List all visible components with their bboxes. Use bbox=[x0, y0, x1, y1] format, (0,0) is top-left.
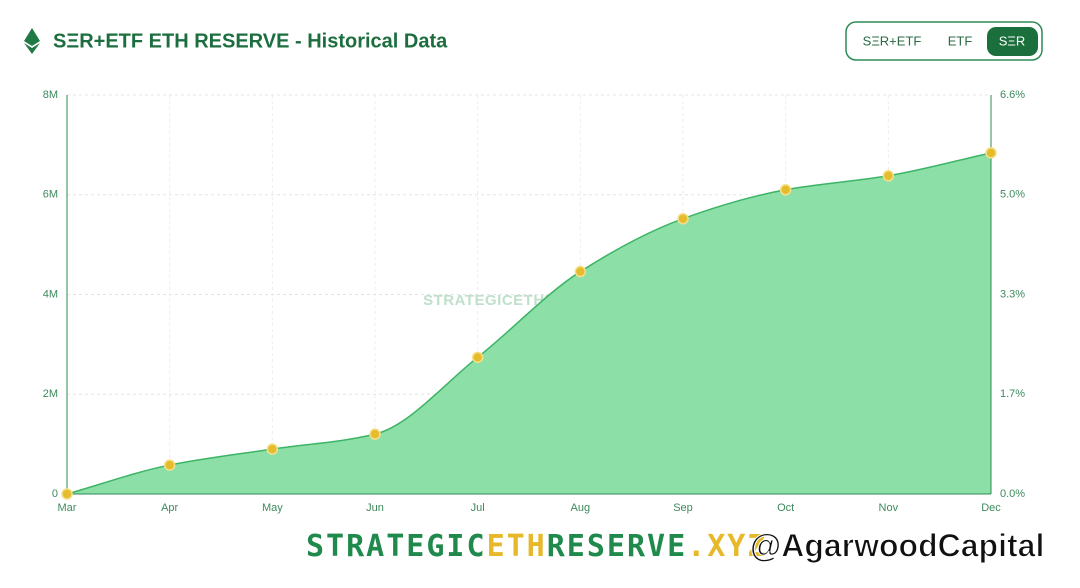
x-tick-label: Sep bbox=[673, 502, 693, 514]
footer-brand-part: .XYZ bbox=[687, 529, 767, 564]
y2-tick-label: 1.7% bbox=[1000, 388, 1025, 400]
line bbox=[66, 152, 992, 495]
x-tick-label: Mar bbox=[58, 502, 77, 514]
y-tick-label: 2M bbox=[43, 388, 58, 400]
footer-brand-part: STRATEGIC bbox=[306, 529, 487, 564]
point bbox=[882, 170, 895, 182]
toggle-button[interactable]: SΞR bbox=[999, 33, 1026, 48]
point bbox=[574, 265, 587, 278]
x-tick-label: Aug bbox=[571, 502, 591, 514]
y-tick-label: 8M bbox=[43, 89, 58, 101]
point bbox=[369, 428, 381, 440]
toggle-active-bg bbox=[987, 27, 1038, 56]
toggle-button[interactable]: SΞR+ETF bbox=[863, 33, 922, 48]
footer-brand: STRATEGICETHRESERVE.XYZ bbox=[306, 529, 767, 564]
x-tick-label: Apr bbox=[161, 502, 178, 514]
y-tick-label: 4M bbox=[43, 288, 58, 300]
eth-logo bbox=[24, 28, 40, 54]
y2-tick-label: 0.0% bbox=[1000, 488, 1025, 500]
footer-handle: @AgarwoodCapital bbox=[750, 527, 1044, 563]
x-tick-label: Nov bbox=[879, 502, 899, 514]
x-tick-label: Dec bbox=[981, 502, 1001, 514]
x-tick-label: May bbox=[262, 502, 283, 514]
x-tick-label: Oct bbox=[777, 502, 794, 514]
area bbox=[67, 152, 991, 495]
point bbox=[677, 212, 689, 225]
point bbox=[779, 184, 792, 196]
point bbox=[985, 147, 997, 159]
y2-tick-label: 3.3% bbox=[1000, 288, 1025, 300]
point bbox=[163, 459, 176, 471]
page-title: SΞR+ETF ETH RESERVE - Historical Data bbox=[53, 30, 448, 52]
y-tick-label: 6M bbox=[43, 189, 58, 201]
x-tick-label: Jul bbox=[471, 502, 485, 514]
footer-brand-part: RESERVE bbox=[547, 529, 687, 564]
x-tick-label: Jun bbox=[366, 502, 384, 514]
point bbox=[266, 443, 279, 455]
y2-tick-label: 5.0% bbox=[1000, 189, 1025, 201]
footer-brand-part: ETH bbox=[487, 529, 547, 564]
point bbox=[471, 351, 484, 364]
y2-tick-label: 6.6% bbox=[1000, 89, 1025, 101]
y-tick-label: 0 bbox=[52, 488, 58, 500]
point bbox=[61, 488, 73, 500]
toggle-button[interactable]: ETF bbox=[948, 33, 973, 48]
